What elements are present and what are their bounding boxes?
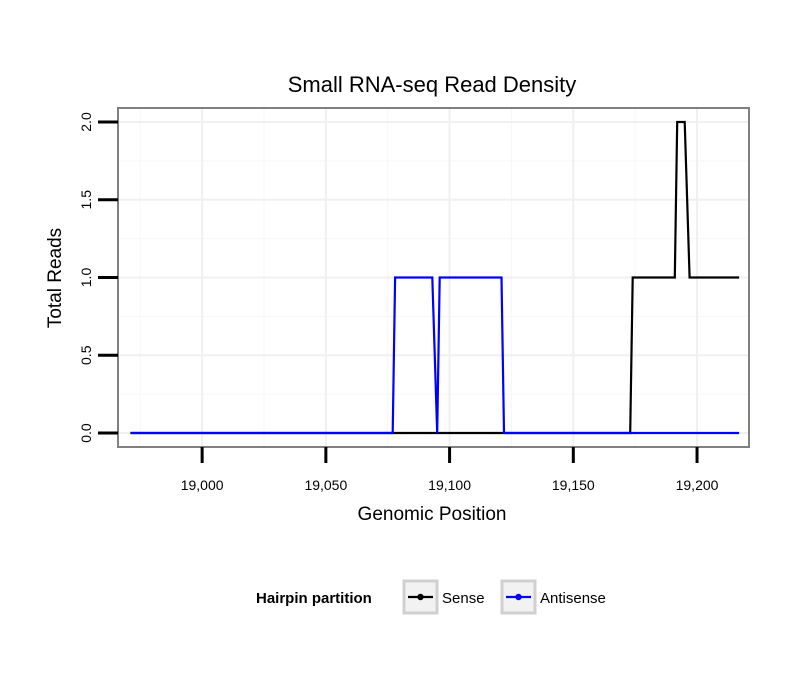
x-axis-label: Genomic Position [358, 504, 507, 525]
chart-title: Small RNA-seq Read Density [288, 72, 577, 97]
series-line-antisense [130, 276, 740, 435]
legend-label: Antisense [540, 590, 606, 607]
y-tick-label: 0.5 [78, 345, 94, 365]
legend-title: Hairpin partition [256, 590, 372, 607]
series-lines [130, 120, 740, 435]
series-line-sense [130, 120, 740, 435]
x-tick-label: 19,150 [552, 477, 595, 493]
legend: Hairpin partition Sense Antisense [256, 579, 606, 615]
legend-items: Sense Antisense [402, 579, 606, 615]
y-tick-label: 1.0 [78, 268, 94, 288]
y-axis-label: Total Reads [45, 228, 66, 328]
legend-key-marker [417, 593, 424, 601]
legend-key-marker [515, 593, 522, 601]
x-tick-label: 19,000 [181, 477, 224, 493]
y-axis: 0.0 0.5 1.0 1.5 2.0 [78, 112, 118, 443]
x-axis: 19,000 19,050 19,100 19,150 19,200 [181, 447, 719, 493]
x-tick-label: 19,200 [676, 477, 719, 493]
y-tick-label: 2.0 [78, 112, 94, 132]
legend-item-sense: Sense [402, 579, 485, 615]
y-tick-label: 0.0 [78, 423, 94, 443]
legend-label: Sense [442, 590, 485, 607]
x-tick-label: 19,050 [304, 477, 347, 493]
legend-item-antisense: Antisense [500, 579, 606, 615]
x-tick-label: 19,100 [428, 477, 471, 493]
y-tick-label: 1.5 [78, 190, 94, 210]
